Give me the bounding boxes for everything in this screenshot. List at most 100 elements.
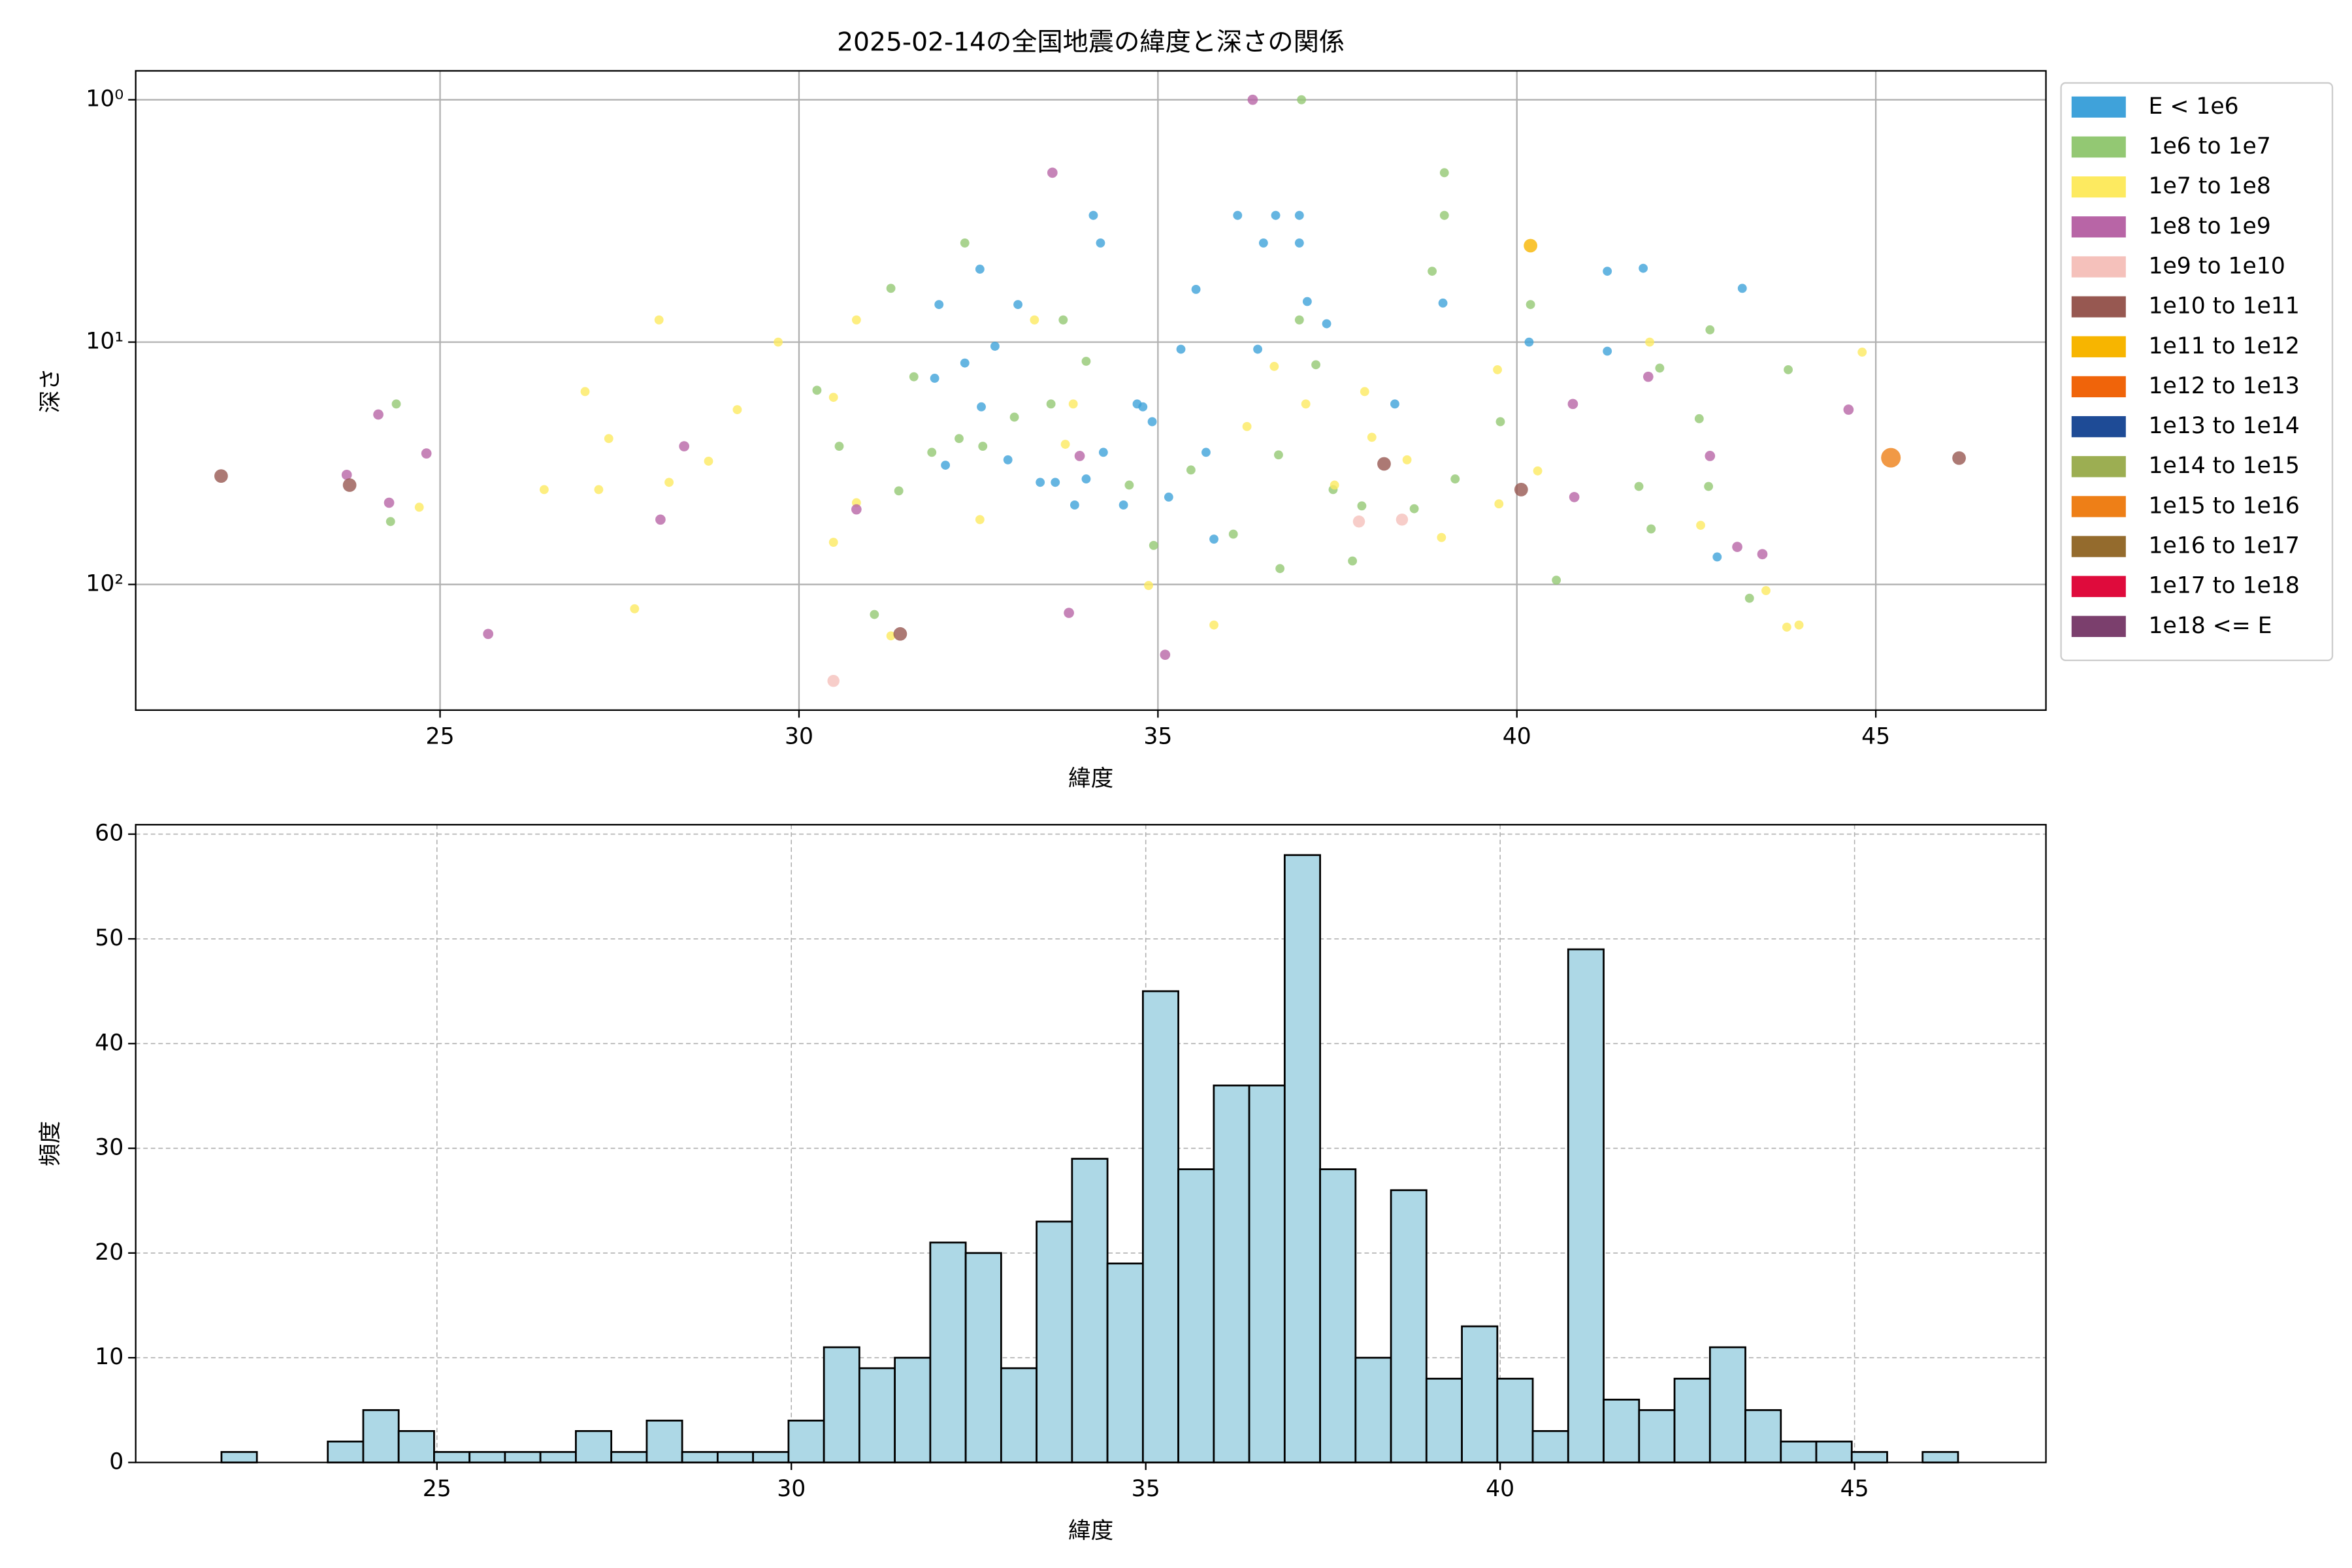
scatter-point [594, 485, 604, 495]
legend-label: 1e10 to 1e11 [2148, 293, 2299, 319]
scatter-point [704, 456, 713, 466]
legend-label: 1e6 to 1e7 [2148, 133, 2270, 159]
histogram-bar [1000, 1367, 1038, 1463]
legend-label: 1e7 to 1e8 [2148, 173, 2270, 199]
scatter-point [1732, 542, 1742, 552]
scatter-point [930, 374, 939, 383]
scatter-point [1761, 586, 1771, 595]
scatter-point [1302, 297, 1312, 306]
scatter-point [1712, 552, 1722, 562]
scatter-point [1147, 417, 1157, 427]
scatter-point [1269, 361, 1279, 371]
scatter-point [1058, 315, 1068, 325]
x-tick-label: 30 [777, 1476, 806, 1502]
scatter-point [1348, 556, 1358, 566]
scatter-point [1514, 482, 1528, 497]
scatter-point [1209, 620, 1218, 630]
histogram-bar [433, 1451, 471, 1463]
scatter-point [828, 538, 838, 547]
scatter-point [421, 448, 432, 459]
histogram-bar [397, 1429, 435, 1463]
histogram-bar [575, 1429, 613, 1463]
legend-box [2060, 82, 2334, 661]
legend-label: 1e16 to 1e17 [2148, 533, 2299, 559]
scatter-point [1003, 455, 1013, 465]
legend-swatch [2071, 216, 2126, 238]
scatter-point [1228, 529, 1238, 539]
scatter-point [1009, 412, 1019, 422]
scatter-point [1357, 501, 1367, 511]
legend-label: 1e18 <= E [2148, 613, 2272, 639]
scatter-point [1036, 478, 1045, 487]
y-tick-label: 60 [95, 821, 123, 847]
scatter-point [1757, 549, 1768, 560]
scatter-point [894, 486, 904, 496]
scatter-point [1409, 504, 1419, 514]
scatter-point [934, 300, 944, 310]
scatter-point [1271, 210, 1281, 220]
scatter-point [1782, 622, 1791, 632]
y-axis-label: 頻度 [37, 1121, 63, 1166]
scatter-point [1634, 482, 1644, 491]
scatter-point [1294, 315, 1304, 325]
scatter-point [1705, 325, 1715, 335]
scatter-point [1495, 417, 1505, 427]
scatter-point [1737, 284, 1747, 293]
scatter-point [977, 402, 986, 412]
legend-swatch [2071, 536, 2126, 557]
histogram-bar [823, 1346, 860, 1463]
scatter-point [1068, 399, 1078, 409]
scatter-point [1064, 608, 1074, 618]
scatter-point [1070, 500, 1079, 510]
y-tick-label: 40 [95, 1030, 123, 1056]
scatter-point [1524, 337, 1534, 347]
chart-title: 2025-02-14の全国地震の緯度と深さの関係 [837, 27, 1345, 57]
histogram-bar [1815, 1441, 1853, 1463]
scatter-point [975, 515, 985, 525]
scatter-point [1696, 521, 1705, 530]
histogram-bar [645, 1419, 683, 1463]
scatter-point [1437, 532, 1446, 542]
scatter-point [886, 631, 896, 641]
scatter-point [373, 409, 384, 420]
legend-label: 1e12 to 1e13 [2148, 373, 2299, 399]
histogram-bar [362, 1409, 400, 1463]
legend-swatch [2071, 496, 2126, 517]
histogram-bar [1425, 1377, 1463, 1463]
x-tick-label: 45 [1861, 723, 1890, 749]
scatter-point [1275, 564, 1285, 574]
scatter-point [909, 372, 919, 382]
scatter-point [1233, 210, 1243, 220]
scatter-point [1330, 480, 1339, 490]
scatter-point [893, 627, 907, 641]
histogram-bar [1071, 1158, 1109, 1463]
histogram-bar [1390, 1189, 1428, 1463]
scatter-point [1013, 300, 1023, 310]
scatter-point [1438, 298, 1448, 308]
histogram-bar [681, 1451, 719, 1463]
histogram-bar [929, 1241, 967, 1463]
scatter-point [1186, 465, 1196, 475]
histogram-bar [858, 1367, 896, 1463]
scatter-point [827, 674, 840, 687]
scatter-point [1209, 534, 1218, 544]
scatter-point [630, 604, 640, 613]
y-tick-label: 0 [109, 1448, 123, 1475]
histogram-bar [1141, 990, 1179, 1463]
scatter-point [385, 517, 395, 527]
legend-swatch [2071, 256, 2126, 278]
scatter-point [414, 502, 424, 512]
scatter-point [1645, 337, 1654, 347]
histogram-bar [752, 1451, 790, 1463]
scatter-point [927, 448, 937, 457]
histogram-bar [220, 1451, 258, 1463]
scatter-point [580, 387, 590, 397]
scatter-point [1603, 346, 1612, 356]
x-tick-label: 35 [1143, 723, 1172, 749]
scatter-point [1301, 399, 1311, 409]
scatter-point [1201, 448, 1211, 457]
legend-swatch [2071, 336, 2126, 357]
scatter-point [1642, 371, 1654, 382]
